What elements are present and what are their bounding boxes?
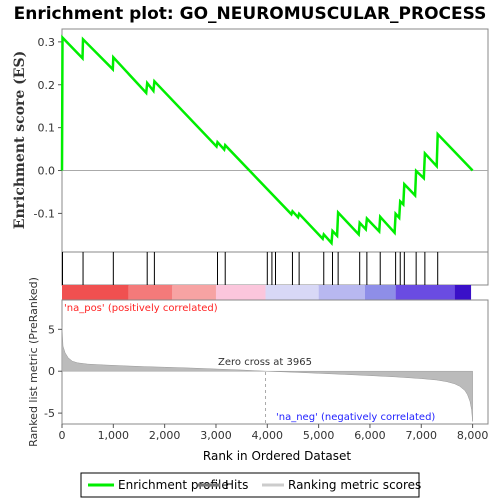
- color-bar-segment: [454, 285, 472, 300]
- zero-cross-label: Zero cross at 3965: [218, 357, 312, 368]
- rank-y-tick-label: 0: [48, 365, 55, 378]
- color-bar-segment: [215, 285, 266, 300]
- color-bar-segment: [395, 285, 455, 300]
- rank-panel: -5 0 5 Zero cross at 3965 'na_pos' (positi…: [27, 277, 489, 447]
- rank-y-tick-label: 5: [48, 323, 55, 336]
- es-y-ticks: -0.1 0.0 0.1 0.2 0.3: [34, 36, 62, 220]
- x-axis-ticks: 0 1,000 2,000 3,000 4,000 5,000 6,000 7,000 8,00…: [59, 424, 489, 442]
- legend-enrichment-label: Enrichment profile: [118, 478, 229, 492]
- hits-panel-frame: [61, 251, 489, 286]
- hits-panel: [61, 251, 489, 286]
- rank-panel-frame: [61, 299, 489, 425]
- color-bar-segment: [62, 285, 129, 300]
- x-tick-label: 0: [59, 429, 66, 442]
- positive-correlation-label: 'na_pos' (positively correlated): [64, 303, 218, 314]
- chart-title: Enrichment plot: GO_NEUROMUSCULAR_PROCES…: [14, 4, 487, 24]
- legend: Enrichment profile Hits Ranking metric s…: [80, 472, 421, 498]
- hit-marks: [62, 252, 439, 285]
- es-y-axis-label: Enrichment score (ES): [12, 51, 28, 229]
- ranking-metric-area: [61, 326, 473, 422]
- es-y-tick-label: 0.1: [38, 122, 56, 135]
- es-y-tick-label: -0.1: [34, 207, 55, 220]
- rank-y-axis-label: Ranked list metric (PreRanked): [27, 277, 40, 447]
- es-panel-frame: [61, 28, 489, 253]
- x-tick-label: 3,000: [200, 429, 232, 442]
- es-y-tick-label: 0.3: [38, 36, 56, 49]
- legend-hits-label: Hits: [225, 478, 248, 492]
- color-bar-segment: [172, 285, 216, 300]
- legend-box: [80, 472, 420, 498]
- color-bar-segment: [364, 285, 396, 300]
- color-bar-segment: [318, 285, 365, 300]
- color-bar-segment: [128, 285, 173, 300]
- x-tick-label: 2,000: [149, 429, 181, 442]
- ranking-color-bar: [62, 285, 472, 300]
- es-y-tick-label: 0.2: [38, 79, 56, 92]
- color-bar-segment: [265, 285, 319, 300]
- x-tick-label: 1,000: [98, 429, 130, 442]
- enrichment-profile-line: [60, 34, 474, 246]
- x-tick-label: 4,000: [252, 429, 284, 442]
- x-tick-label: 8,000: [457, 429, 489, 442]
- rank-y-tick-label: -5: [44, 407, 55, 420]
- x-tick-label: 6,000: [354, 429, 386, 442]
- x-tick-label: 7,000: [406, 429, 438, 442]
- negative-correlation-label: 'na_neg' (negatively correlated): [276, 412, 435, 423]
- rank-y-ticks: -5 0 5: [44, 323, 62, 420]
- x-axis-label: Rank in Ordered Dataset: [203, 449, 351, 463]
- es-y-tick-label: 0.0: [38, 165, 56, 178]
- es-panel: -0.1 0.0 0.1 0.2 0.3 Enrichment score (ES): [12, 28, 489, 253]
- x-tick-label: 5,000: [303, 429, 335, 442]
- legend-ranking-label: Ranking metric scores: [288, 478, 421, 492]
